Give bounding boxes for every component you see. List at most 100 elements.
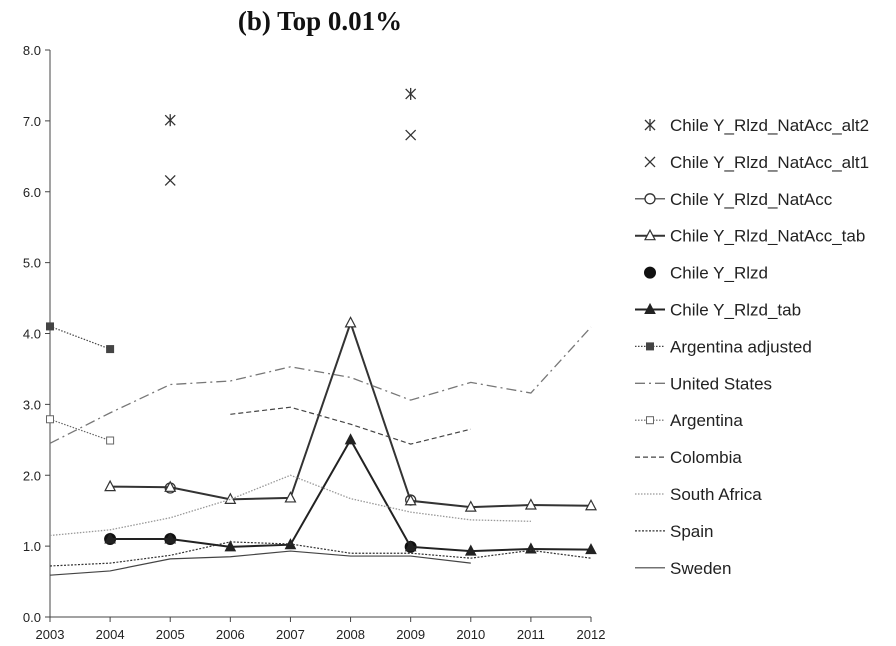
series-united-states bbox=[49, 326, 592, 444]
series-line bbox=[49, 418, 111, 442]
data-point bbox=[164, 174, 176, 186]
legend-swatch-marker bbox=[646, 416, 654, 425]
data-point bbox=[464, 500, 477, 512]
legend-label: South Africa bbox=[670, 485, 762, 504]
x-tick-label: 2008 bbox=[336, 627, 365, 642]
data-point bbox=[405, 87, 417, 100]
axes: 0.0 1.0 2.0 3.0 4.0 5.0 6.0 7.0 8.0 2003 2004 2005 2… bbox=[23, 43, 606, 642]
y-tick-label: 1.0 bbox=[23, 539, 41, 554]
series-line bbox=[110, 319, 592, 509]
data-point bbox=[104, 479, 117, 492]
series-argentina bbox=[46, 415, 115, 445]
x-tick-label: 2012 bbox=[577, 627, 606, 642]
y-tick-label: 4.0 bbox=[23, 327, 41, 342]
series-colombia bbox=[230, 406, 471, 445]
series-chile-y-rlzd-natacc-tab bbox=[104, 316, 597, 512]
data-point bbox=[164, 532, 177, 544]
series-line bbox=[49, 325, 111, 350]
y-tick-label: 7.0 bbox=[23, 114, 41, 129]
y-tick-label: 6.0 bbox=[23, 185, 41, 200]
legend-label: Spain bbox=[670, 522, 713, 541]
data-point bbox=[344, 316, 357, 328]
series-chile-y-rlzd-natacc-alt1 bbox=[164, 129, 417, 186]
data-point bbox=[524, 498, 537, 510]
x-tick-label: 2004 bbox=[96, 627, 125, 642]
legend-item-argentina-adjusted: Argentina adjusted bbox=[635, 337, 812, 356]
data-point bbox=[585, 498, 597, 511]
legend-label: United States bbox=[670, 374, 772, 393]
legend-item-south-africa: South Africa bbox=[635, 485, 762, 504]
legend-item-chile-y-rlzd-tab: Chile Y_Rlzd_tab bbox=[635, 301, 801, 320]
legend-label: Chile Y_Rlzd_NatAcc_tab bbox=[670, 227, 865, 246]
series-south-africa bbox=[49, 474, 531, 537]
series-chile-y-rlzd-tab bbox=[104, 433, 597, 556]
series-line bbox=[49, 326, 592, 444]
legend-item-spain: Spain bbox=[635, 522, 713, 541]
data-point bbox=[106, 436, 115, 445]
legend-item-chile-y-rlzd: Chile Y_Rlzd bbox=[644, 264, 768, 283]
data-point bbox=[46, 322, 54, 331]
legend-label: Chile Y_Rlzd bbox=[670, 264, 768, 283]
legend-item-sweden: Sweden bbox=[635, 559, 731, 578]
data-point bbox=[284, 491, 297, 503]
data-point bbox=[404, 493, 417, 506]
legend-item-chile-y-rlzd-natacc-alt1: Chile Y_Rlzd_NatAcc_alt1 bbox=[644, 153, 869, 172]
legend-item-argentina: Argentina bbox=[635, 411, 743, 430]
chart-title: (b) Top 0.01% bbox=[237, 6, 403, 36]
series-chile-y-rlzd bbox=[104, 533, 417, 553]
series-line bbox=[49, 550, 471, 576]
legend-label: Argentina adjusted bbox=[670, 337, 812, 356]
data-point bbox=[104, 532, 116, 544]
legend-item-chile-y-rlzd-natacc: Chile Y_Rlzd_NatAcc bbox=[635, 190, 833, 209]
legend-label: Colombia bbox=[670, 448, 742, 467]
legend-label: Sweden bbox=[670, 559, 731, 578]
series-line bbox=[110, 437, 592, 553]
x-tick-label: 2011 bbox=[517, 627, 545, 642]
legend-swatch-marker bbox=[644, 302, 656, 314]
legend-swatch-marker bbox=[644, 193, 656, 205]
x-tick-label: 2007 bbox=[276, 627, 305, 642]
legend-swatch-marker bbox=[644, 266, 656, 279]
legend-item-chile-y-rlzd-natacc-alt2: Chile Y_Rlzd_NatAcc_alt2 bbox=[644, 116, 869, 135]
data-point bbox=[404, 540, 417, 552]
y-tick-label: 2.0 bbox=[23, 468, 41, 483]
series-layer bbox=[46, 87, 597, 576]
data-point bbox=[464, 544, 477, 556]
x-tick-label: 2006 bbox=[216, 627, 245, 642]
series-line bbox=[49, 474, 531, 537]
legend-label: Chile Y_Rlzd_NatAcc_alt1 bbox=[670, 153, 869, 172]
series-line bbox=[230, 406, 471, 445]
x-tick-label: 2010 bbox=[456, 627, 485, 642]
legend-label: Argentina bbox=[670, 411, 743, 430]
series-sweden bbox=[49, 550, 471, 576]
y-tick-label: 8.0 bbox=[23, 43, 41, 58]
legend-swatch-marker bbox=[644, 119, 656, 131]
x-tick-label: 2003 bbox=[36, 627, 65, 642]
y-tick-label: 0.0 bbox=[23, 610, 41, 625]
data-point bbox=[46, 415, 54, 424]
data-point bbox=[164, 480, 177, 492]
series-chile-y-rlzd-natacc-alt2 bbox=[164, 87, 417, 127]
data-point bbox=[405, 129, 417, 141]
legend-label: Chile Y_Rlzd_NatAcc bbox=[670, 190, 833, 209]
y-tick-label: 3.0 bbox=[23, 397, 41, 412]
data-point bbox=[344, 433, 357, 445]
series-argentina-adjusted bbox=[46, 322, 115, 354]
legend-swatch-marker bbox=[646, 342, 654, 351]
data-point bbox=[164, 114, 176, 127]
legend-item-united-states: United States bbox=[635, 374, 772, 393]
x-tick-label: 2005 bbox=[156, 627, 185, 642]
legend-swatch-marker bbox=[644, 228, 656, 241]
data-point bbox=[585, 543, 597, 555]
legend-label: Chile Y_Rlzd_tab bbox=[670, 301, 801, 320]
legend-label: Chile Y_Rlzd_NatAcc_alt2 bbox=[670, 116, 869, 135]
y-tick-label: 5.0 bbox=[23, 256, 41, 271]
legend-swatch-marker bbox=[644, 156, 656, 168]
legend-item-colombia: Colombia bbox=[635, 448, 742, 467]
legend-item-chile-y-rlzd-natacc-tab: Chile Y_Rlzd_NatAcc_tab bbox=[635, 227, 865, 246]
data-point bbox=[106, 345, 115, 354]
data-point bbox=[224, 540, 237, 552]
legend: Chile Y_Rlzd_NatAcc_alt2 Chile Y_Rlzd_Nat… bbox=[635, 116, 869, 578]
x-tick-label: 2009 bbox=[396, 627, 425, 642]
